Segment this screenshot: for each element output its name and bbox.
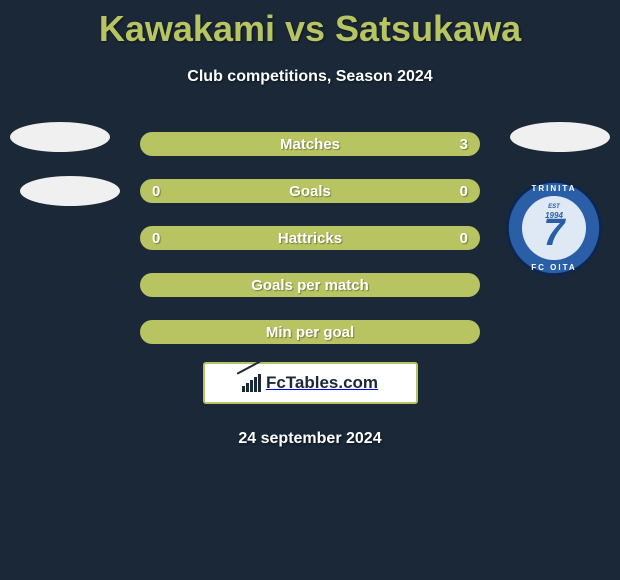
stat-label: Goals per match	[251, 277, 369, 294]
date-label: 24 september 2024	[0, 430, 620, 448]
club-badge-top-text: TRINITA	[532, 184, 577, 193]
stat-row: Goals per match	[140, 273, 480, 297]
club-badge-inner: EST 1994 7	[522, 196, 586, 260]
stat-right-value: 0	[456, 230, 468, 247]
player-avatar-left-2	[20, 176, 120, 206]
stat-row: Matches 3	[140, 132, 480, 156]
stat-row: Min per goal	[140, 320, 480, 344]
stat-right-value: 0	[456, 183, 468, 200]
stat-label: Matches	[280, 136, 340, 153]
stat-right-value: 3	[456, 136, 468, 153]
stat-left-value: 0	[152, 230, 164, 247]
player-avatar-left-1	[10, 122, 110, 152]
club-badge: TRINITA EST 1994 7 FC OITA	[506, 180, 602, 276]
page-title: Kawakami vs Satsukawa	[0, 0, 620, 50]
club-badge-year: 1994	[545, 211, 563, 220]
subtitle: Club competitions, Season 2024	[0, 68, 620, 86]
club-badge-bottom-text: FC OITA	[531, 263, 576, 272]
club-badge-est: EST	[548, 204, 560, 210]
stat-label: Min per goal	[266, 324, 354, 341]
brand-name: FcTables.com	[266, 373, 378, 393]
player-avatar-right	[510, 122, 610, 152]
stat-row: 0 Hattricks 0	[140, 226, 480, 250]
stat-label: Hattricks	[278, 230, 342, 247]
stat-left-value: 0	[152, 183, 164, 200]
brand-link[interactable]: FcTables.com	[203, 362, 418, 404]
bar-chart-icon	[242, 374, 261, 392]
stat-row: 0 Goals 0	[140, 179, 480, 203]
stat-label: Goals	[289, 183, 331, 200]
